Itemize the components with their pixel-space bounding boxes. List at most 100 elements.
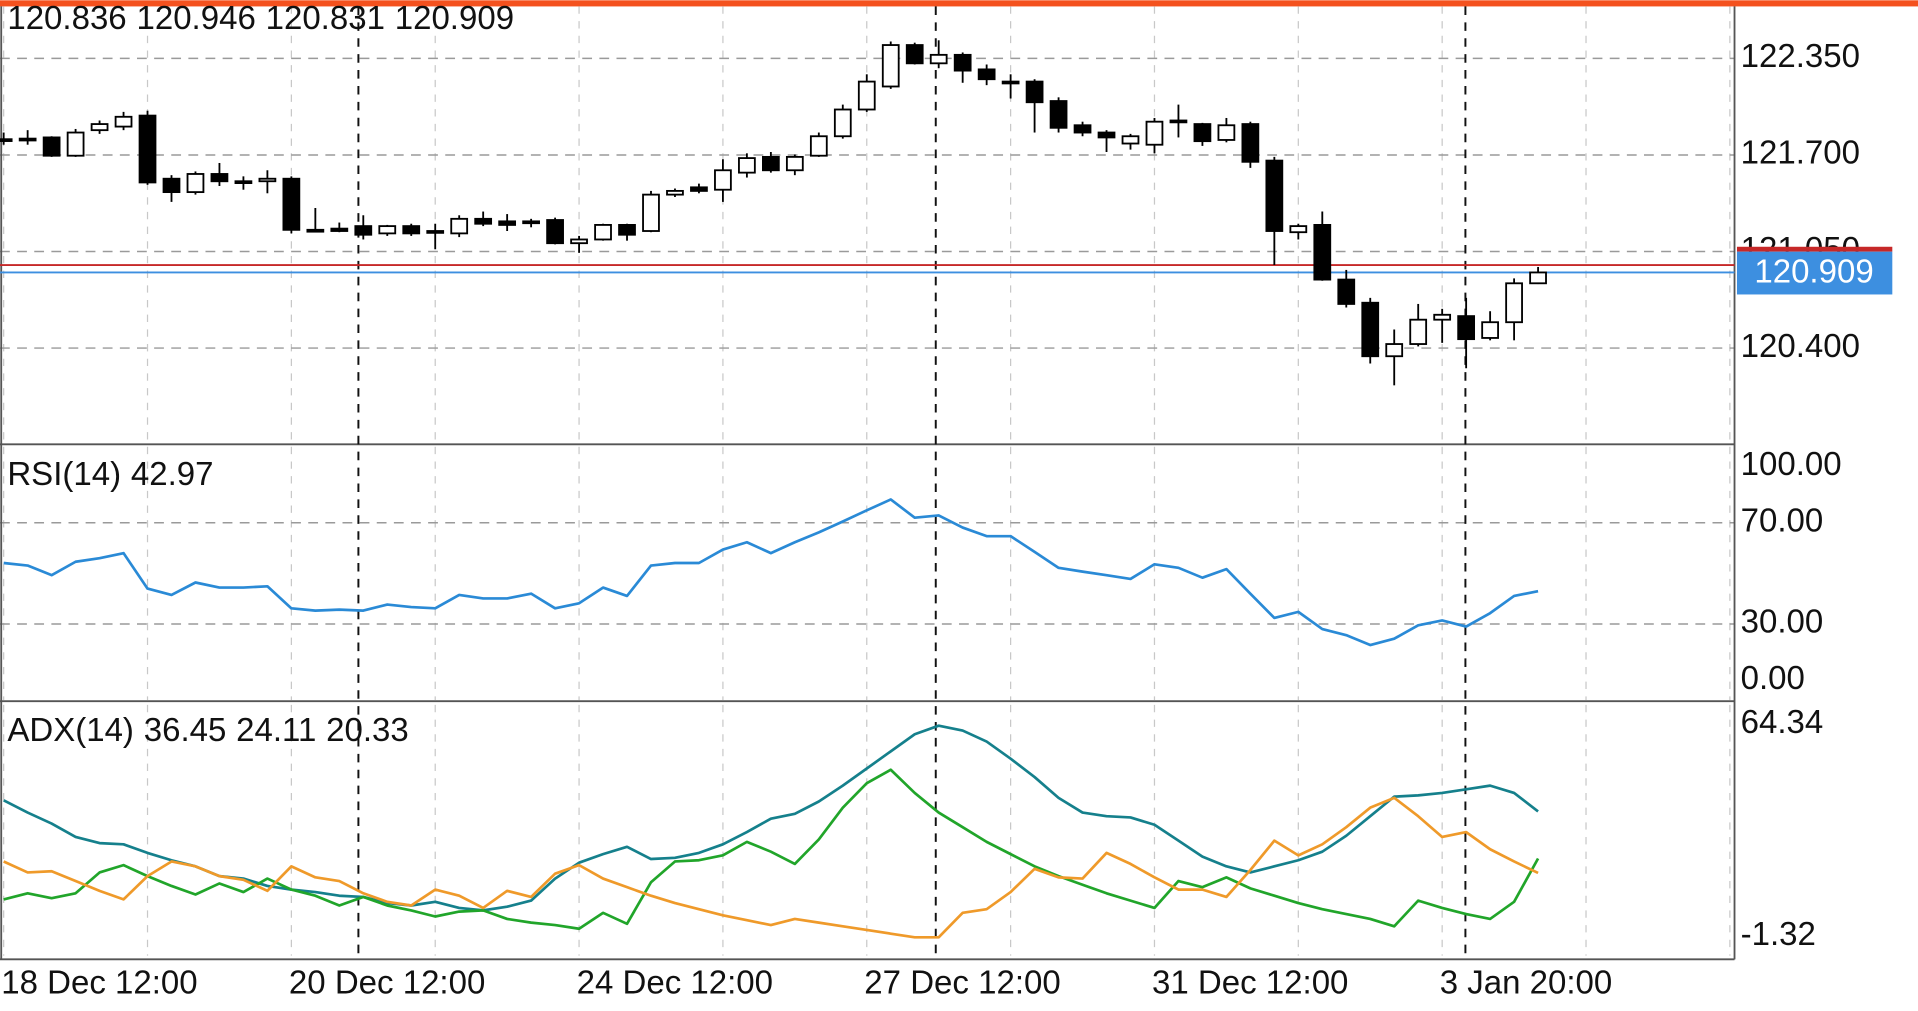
adx-title: ADX(14) bbox=[7, 711, 134, 748]
candle-body bbox=[1433, 313, 1452, 321]
candle-body bbox=[210, 173, 229, 183]
x-tick-label: 31 Dec 12:00 bbox=[1152, 964, 1348, 1001]
candle-body bbox=[1265, 159, 1284, 232]
x-tick-label: 3 Jan 20:00 bbox=[1440, 964, 1613, 1001]
candle-body bbox=[42, 136, 61, 157]
candle-body bbox=[762, 155, 780, 172]
candle-body bbox=[234, 180, 253, 185]
y-tick-label: 30.00 bbox=[1741, 603, 1824, 640]
candle-body bbox=[1025, 80, 1044, 104]
candle-body bbox=[378, 225, 397, 235]
y-tick-label: 64.34 bbox=[1741, 703, 1824, 740]
candle-body bbox=[857, 80, 876, 111]
ohlc-low: 120.831 bbox=[266, 0, 385, 36]
candle-body bbox=[1457, 315, 1476, 341]
candle-body bbox=[666, 189, 684, 196]
minus-di-value: 20.33 bbox=[326, 711, 409, 748]
y-tick-label: 121.700 bbox=[1741, 134, 1860, 171]
candle-body bbox=[186, 173, 205, 194]
candle-body bbox=[809, 135, 828, 157]
candle-body bbox=[1241, 123, 1260, 163]
candle-body bbox=[162, 177, 181, 194]
x-tick-label: 18 Dec 12:00 bbox=[1, 964, 197, 1001]
candle-body bbox=[306, 228, 325, 233]
candle-body bbox=[714, 169, 732, 191]
candle-body bbox=[594, 224, 612, 241]
candle-body bbox=[1001, 80, 1020, 85]
candle-body bbox=[618, 224, 636, 236]
candle-body bbox=[0, 138, 13, 142]
grid-layer bbox=[0, 6, 1735, 956]
candle-body bbox=[114, 115, 133, 128]
plus-di-value: 24.11 bbox=[236, 711, 316, 748]
rsi-header: RSI(14) 42.97 bbox=[7, 455, 213, 492]
adx-header: ADX(14) 36.45 24.11 20.33 bbox=[7, 711, 408, 748]
y-tick-label: 122.350 bbox=[1741, 37, 1860, 74]
candle-body bbox=[1529, 271, 1547, 285]
ohlc-header: 120.836 120.946 120.831 120.909 bbox=[7, 0, 514, 36]
ohlc-close: 120.909 bbox=[395, 0, 514, 36]
candle-body bbox=[498, 220, 517, 226]
ohlc-high: 120.946 bbox=[136, 0, 255, 36]
adx-value: 36.45 bbox=[144, 711, 227, 748]
candle-body bbox=[1169, 119, 1188, 124]
candle-body bbox=[426, 230, 445, 234]
y-tick-label: 120.400 bbox=[1741, 327, 1860, 364]
candle-body bbox=[738, 157, 756, 174]
candle-body bbox=[690, 186, 708, 192]
candle-body bbox=[642, 193, 660, 232]
candle-body bbox=[1145, 120, 1164, 146]
candle-body bbox=[1337, 278, 1356, 305]
candle-body bbox=[402, 225, 421, 235]
candle-body bbox=[833, 108, 852, 138]
candle-body bbox=[1049, 100, 1068, 129]
candle-body bbox=[138, 114, 157, 184]
candle-body bbox=[881, 44, 900, 88]
candle-body bbox=[905, 44, 924, 65]
candle-body bbox=[785, 155, 804, 172]
candle-body bbox=[1289, 225, 1308, 234]
x-tick-label: 20 Dec 12:00 bbox=[289, 964, 485, 1001]
rsi-value: 42.97 bbox=[131, 455, 214, 492]
rsi-title: RSI(14) bbox=[7, 455, 121, 492]
indicator-line bbox=[3, 498, 1539, 647]
candle-body bbox=[1505, 282, 1523, 324]
x-tick-label: 27 Dec 12:00 bbox=[864, 964, 1060, 1001]
candle-body bbox=[1409, 318, 1428, 345]
candle-body bbox=[546, 219, 564, 245]
candle-body bbox=[90, 123, 109, 132]
candle-body bbox=[1385, 343, 1404, 358]
candle-body bbox=[929, 53, 948, 65]
indicator-line bbox=[3, 768, 1540, 931]
candle-body bbox=[330, 227, 349, 232]
candle-body bbox=[1121, 135, 1140, 145]
candle-body bbox=[1481, 321, 1499, 339]
candle-body bbox=[953, 53, 972, 72]
top-bar bbox=[0, 0, 1918, 7]
candle-body bbox=[1361, 301, 1380, 358]
indicator-line bbox=[3, 796, 1539, 939]
candle-body bbox=[570, 238, 588, 245]
candle-body bbox=[1193, 123, 1212, 143]
candle-body bbox=[1073, 124, 1092, 134]
candle-body bbox=[258, 177, 277, 183]
candle-body bbox=[474, 217, 493, 225]
y-tick-label: -1.32 bbox=[1741, 915, 1816, 952]
candle-body bbox=[1097, 131, 1116, 139]
candle-body bbox=[977, 68, 996, 81]
candle-body bbox=[354, 225, 373, 236]
price-box bbox=[1736, 251, 1893, 295]
candle-body bbox=[1217, 124, 1236, 141]
candle-body bbox=[66, 131, 85, 157]
y-tick-label: 100.00 bbox=[1741, 445, 1842, 482]
candle-body bbox=[450, 217, 469, 235]
candle-body bbox=[1313, 224, 1332, 281]
candle-body bbox=[522, 220, 540, 225]
x-tick-label: 24 Dec 12:00 bbox=[577, 964, 773, 1001]
price-box-top bbox=[1736, 246, 1893, 252]
price-box-label: 120.909 bbox=[1754, 252, 1873, 289]
ohlc-open: 120.836 bbox=[7, 0, 126, 36]
